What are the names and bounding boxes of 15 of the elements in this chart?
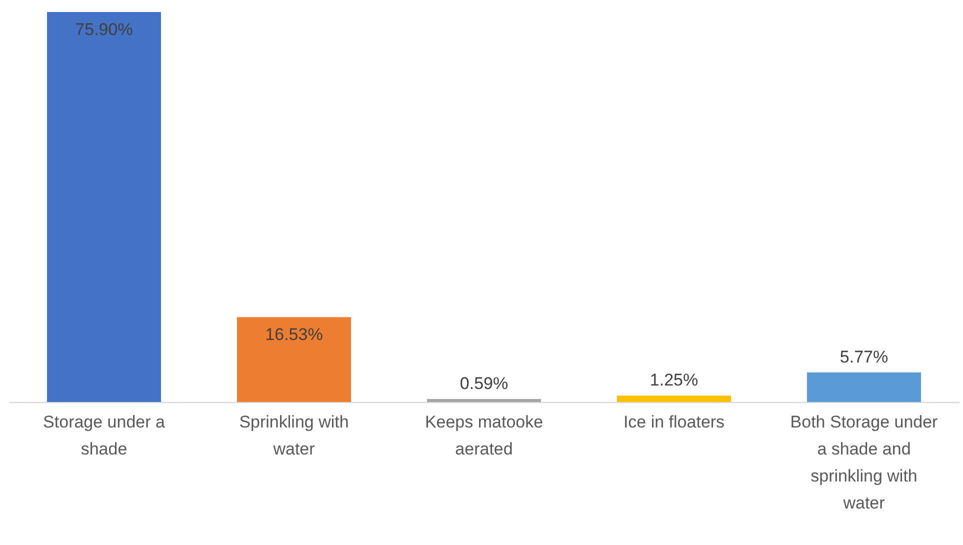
x-tick-label: Sprinkling with water: [239, 412, 349, 458]
x-tick-label: Both Storage under a shade and sprinkling with water: [790, 412, 938, 512]
x-tick-label: Keeps matooke aerated: [424, 412, 544, 458]
data-label: 0.59%: [460, 374, 508, 393]
bar: [427, 398, 541, 402]
bar: [237, 317, 351, 402]
data-label: 5.77%: [840, 347, 888, 366]
x-tick-label: Ice in floaters: [623, 412, 725, 432]
data-label: 75.90%: [75, 20, 133, 39]
data-label: 16.53%: [265, 325, 323, 344]
bar: [807, 372, 921, 402]
x-tick-label: Storage under a shade: [43, 412, 166, 458]
bar: [617, 396, 731, 402]
data-label: 1.25%: [650, 370, 698, 390]
bar: [47, 12, 161, 402]
